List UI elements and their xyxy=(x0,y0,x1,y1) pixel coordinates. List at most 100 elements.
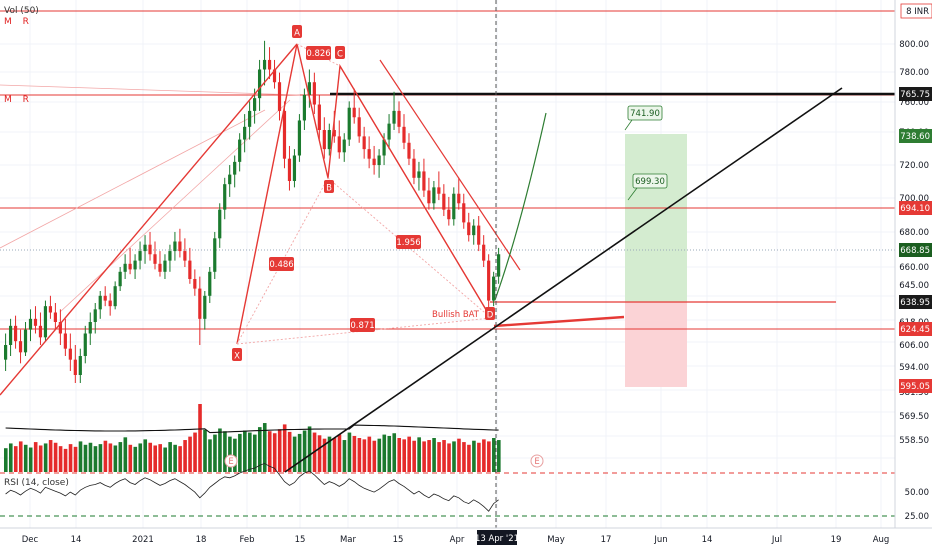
pattern-point-b-bg xyxy=(324,180,334,193)
candle xyxy=(23,322,28,356)
volume-bar xyxy=(287,431,292,472)
volume-bar xyxy=(53,442,58,472)
candle xyxy=(372,145,376,175)
volume-bar xyxy=(467,444,471,472)
volume-bar xyxy=(432,438,436,472)
candles xyxy=(4,40,501,383)
candle xyxy=(163,254,167,279)
candle-body xyxy=(492,276,496,301)
candle-body xyxy=(322,130,326,150)
candle xyxy=(53,303,57,330)
currency-tag-bg xyxy=(900,3,932,19)
price-tag-bg xyxy=(899,379,932,393)
volume-bar xyxy=(4,448,8,472)
ratio-label-1956-bg xyxy=(396,235,421,249)
pattern-point-a: A xyxy=(294,29,300,39)
price-axis-tick: 660.00 xyxy=(899,263,929,273)
candle xyxy=(487,254,491,310)
candle xyxy=(317,94,321,140)
volume-bar xyxy=(158,444,162,472)
candle-body xyxy=(158,263,162,272)
volume-bar xyxy=(422,441,426,472)
candle xyxy=(28,309,33,342)
candle-body xyxy=(203,295,207,319)
volume-bar xyxy=(138,443,143,472)
candle-body xyxy=(487,260,491,301)
volume-bar xyxy=(208,439,212,472)
volume-bar xyxy=(447,443,451,472)
candle-body xyxy=(58,322,62,334)
time-axis-tick: 15 xyxy=(295,535,306,545)
volume-bar xyxy=(78,441,83,472)
candle xyxy=(63,318,67,356)
candle xyxy=(397,101,401,134)
candle-body xyxy=(248,110,252,127)
candle-body xyxy=(387,123,391,140)
ratio-label-0871-bg xyxy=(350,318,375,332)
time-axis-tick: 14 xyxy=(702,535,713,545)
candle-body xyxy=(153,254,157,264)
ratio-label-0486-bg xyxy=(269,257,294,271)
volume-bar xyxy=(442,440,446,472)
volume-bar xyxy=(437,442,441,472)
candle-body xyxy=(183,251,187,261)
candle xyxy=(472,219,476,245)
rsi-indicator-label[interactable]: RSI (14, close) xyxy=(4,478,69,488)
volume-bar xyxy=(407,436,411,472)
candle-body xyxy=(88,322,92,334)
price-tag-bg xyxy=(899,295,932,309)
volume-bar xyxy=(213,434,217,472)
volume-indicator-label[interactable]: Vol (50) xyxy=(4,6,39,16)
volume-bar xyxy=(28,447,33,472)
volume-bar xyxy=(143,439,148,472)
candle-body xyxy=(163,260,167,272)
volume-bar xyxy=(357,438,362,472)
target-callout-741-pointer xyxy=(624,119,633,131)
time-axis-tick: 14 xyxy=(71,535,82,545)
target-callout-699-pointer xyxy=(627,187,638,201)
channel-upper xyxy=(379,59,521,271)
candle-body xyxy=(437,187,441,194)
volume-bar xyxy=(417,437,421,472)
price-tag-bg xyxy=(899,243,932,257)
candle xyxy=(48,295,53,319)
candle xyxy=(143,235,147,264)
candle-body xyxy=(282,110,287,159)
volume-bar xyxy=(253,434,257,472)
time-axis-tick: Aug xyxy=(873,535,890,545)
price-tag: 668.85 xyxy=(900,246,930,256)
price-tag-bg xyxy=(899,87,932,101)
candle-body xyxy=(257,69,262,99)
candle-body xyxy=(53,312,57,322)
candle xyxy=(4,333,8,371)
candle xyxy=(73,345,77,383)
candle xyxy=(402,114,406,150)
volume-bar xyxy=(457,438,461,472)
candle xyxy=(412,149,416,185)
candle-body xyxy=(228,174,232,185)
candle-body xyxy=(342,139,346,153)
candle xyxy=(292,149,297,188)
volume-bar xyxy=(63,448,68,472)
volume-bars xyxy=(4,404,501,472)
candle-body xyxy=(352,107,356,118)
candle xyxy=(78,348,82,383)
price-axis-tick: 760.00 xyxy=(899,98,929,108)
candle xyxy=(198,276,202,345)
candle-body xyxy=(223,184,227,210)
candle xyxy=(18,329,23,364)
volume-bar xyxy=(193,432,197,472)
candle xyxy=(312,72,316,115)
event-marker-circle xyxy=(224,454,238,468)
candle xyxy=(262,40,267,86)
candle xyxy=(193,269,197,296)
volume-bar xyxy=(243,430,247,472)
candle xyxy=(213,231,217,279)
candle-body xyxy=(312,82,316,105)
candle-body xyxy=(332,130,336,137)
volume-bar xyxy=(462,442,466,472)
volume-bar xyxy=(387,435,392,472)
candle xyxy=(327,123,331,156)
